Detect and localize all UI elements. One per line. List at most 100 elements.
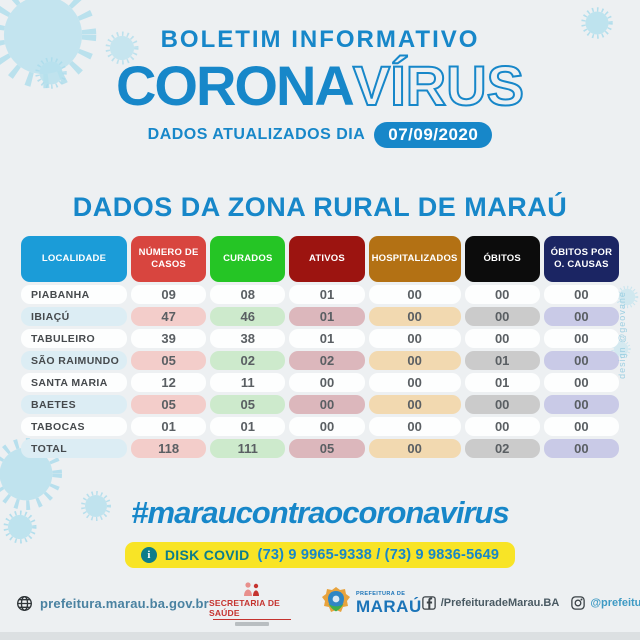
value-cell: 05 bbox=[131, 395, 207, 414]
value-cell: 00 bbox=[543, 373, 619, 392]
website-line: prefeitura.marau.ba.gov.br bbox=[16, 595, 209, 612]
value-cell: 00 bbox=[368, 439, 461, 458]
column-header-numero-de-casos: NÚMERO DE CASOS bbox=[131, 236, 207, 282]
facebook-handle: /PrefeituradeMarau.BA bbox=[440, 597, 560, 610]
brand-solid: CORONA bbox=[115, 54, 355, 117]
value-cell: 00 bbox=[289, 417, 365, 436]
value-cell: 00 bbox=[289, 395, 365, 414]
value-cell: 09 bbox=[131, 285, 207, 304]
value-cell: 05 bbox=[131, 351, 207, 370]
value-cell: 00 bbox=[368, 307, 461, 326]
facebook-icon bbox=[421, 596, 436, 611]
locality-cell: SANTA MARIA bbox=[21, 373, 127, 392]
saude-subtext-placeholder bbox=[234, 622, 269, 626]
saude-rule bbox=[212, 618, 291, 620]
value-cell: 02 bbox=[289, 351, 365, 370]
column-header-localidade: LOCALIDADE bbox=[21, 236, 127, 282]
value-cell: 02 bbox=[210, 351, 286, 370]
value-cell: 46 bbox=[210, 307, 286, 326]
facebook-line: /PrefeituradeMarau.BA bbox=[421, 596, 560, 611]
value-cell: 00 bbox=[368, 417, 461, 436]
value-cell: 01 bbox=[289, 329, 365, 348]
value-cell: 05 bbox=[210, 395, 286, 414]
value-cell: 00 bbox=[464, 417, 540, 436]
value-cell: 00 bbox=[464, 395, 540, 414]
column-header-ativos: ATIVOS bbox=[289, 236, 365, 282]
value-cell: 01 bbox=[464, 373, 540, 392]
disk-covid-badge: i DISK COVID (73) 9 9965-9338 / (73) 9 9… bbox=[124, 542, 516, 568]
value-cell: 47 bbox=[131, 307, 207, 326]
bulletin-title: BOLETIM INFORMATIVO bbox=[160, 26, 480, 53]
updated-date-badge: 07/09/2020 bbox=[374, 122, 493, 148]
value-cell: 00 bbox=[543, 417, 619, 436]
footer-logos: SECRETARIA DE SAÚDE PREFEITURA DE MARAÚ bbox=[208, 581, 422, 626]
rural-data-table: LOCALIDADE NÚMERO DE CASOS CURADOS ATIVO… bbox=[21, 236, 619, 458]
updated-label: DADOS ATUALIZADOS DIA bbox=[147, 126, 366, 143]
value-cell: 11 bbox=[210, 373, 286, 392]
saude-figures-icon bbox=[243, 581, 259, 596]
website-url: prefeitura.marau.ba.gov.br bbox=[40, 595, 209, 611]
value-cell: 01 bbox=[464, 351, 540, 370]
column-header-curados: CURADOS bbox=[210, 236, 286, 282]
value-cell: 00 bbox=[543, 329, 619, 348]
value-cell: 00 bbox=[464, 285, 540, 304]
locality-cell: BAETES bbox=[21, 395, 127, 414]
campaign-hashtag: #maraucontraocoronavirus bbox=[131, 495, 509, 530]
locality-cell: TABULEIRO bbox=[21, 329, 127, 348]
value-cell: 01 bbox=[289, 285, 365, 304]
disk-covid-label: DISK COVID bbox=[164, 547, 250, 563]
locality-cell: PIABANHA bbox=[21, 285, 127, 304]
globe-icon bbox=[17, 595, 32, 611]
value-cell: 00 bbox=[543, 439, 619, 458]
value-cell: 01 bbox=[131, 417, 207, 436]
value-cell: 00 bbox=[543, 307, 619, 326]
instagram-icon bbox=[571, 596, 586, 611]
instagram-line: @prefeiturademarau bbox=[571, 596, 640, 611]
instagram-handle: @prefeiturademarau bbox=[590, 597, 640, 610]
social-links: /PrefeituradeMarau.BA @prefeiturademarau bbox=[421, 596, 640, 611]
value-cell: 00 bbox=[543, 351, 619, 370]
value-cell: 00 bbox=[368, 351, 461, 370]
value-cell: 00 bbox=[368, 373, 461, 392]
value-cell: 01 bbox=[210, 417, 286, 436]
header: BOLETIM INFORMATIVO CORONAVÍRUS DADOS AT… bbox=[0, 0, 640, 148]
column-header-hospitalizados: HOSPITALIZADOS bbox=[368, 236, 461, 282]
bottom-strip bbox=[0, 632, 640, 640]
info-icon: i bbox=[140, 547, 157, 563]
value-cell: 00 bbox=[543, 285, 619, 304]
value-cell: 00 bbox=[289, 373, 365, 392]
prefeitura-crest-icon bbox=[321, 587, 350, 613]
value-cell: 111 bbox=[210, 439, 286, 458]
column-header-obitos: ÓBITOS bbox=[464, 236, 540, 282]
value-cell: 00 bbox=[368, 285, 461, 304]
value-cell: 00 bbox=[368, 329, 461, 348]
value-cell: 118 bbox=[131, 439, 207, 458]
prefeitura-name: MARAÚ bbox=[355, 597, 422, 616]
value-cell: 12 bbox=[131, 373, 207, 392]
disk-covid-phones: (73) 9 9965-9338 / (73) 9 9836-5649 bbox=[257, 547, 500, 563]
section-title: DADOS DA ZONA RURAL DE MARAÚ bbox=[72, 192, 568, 222]
prefeitura-marau-logo: PREFEITURA DE MARAÚ bbox=[321, 586, 422, 620]
locality-cell: SÃO RAIMUNDO bbox=[21, 351, 127, 370]
saude-title: SECRETARIA DE SAÚDE bbox=[208, 597, 281, 618]
updated-line: DADOS ATUALIZADOS DIA 07/09/2020 bbox=[0, 122, 640, 148]
value-cell: 08 bbox=[210, 285, 286, 304]
column-header-obitos-outras-causas: ÓBITOS POR O. CAUSAS bbox=[543, 236, 619, 282]
secretaria-saude-logo: SECRETARIA DE SAÚDE bbox=[208, 581, 295, 626]
value-cell: 02 bbox=[464, 439, 540, 458]
value-cell: 01 bbox=[289, 307, 365, 326]
footer: prefeitura.marau.ba.gov.br SECRETARIA DE… bbox=[0, 581, 640, 626]
value-cell: 00 bbox=[464, 307, 540, 326]
locality-cell: TOTAL bbox=[21, 439, 127, 458]
value-cell: 00 bbox=[543, 395, 619, 414]
value-cell: 05 bbox=[289, 439, 365, 458]
locality-cell: TABOCAS bbox=[21, 417, 127, 436]
brand-outline: VÍRUS bbox=[352, 54, 525, 117]
prefeitura-text: PREFEITURA DE MARAÚ bbox=[355, 591, 422, 616]
value-cell: 00 bbox=[368, 395, 461, 414]
value-cell: 39 bbox=[131, 329, 207, 348]
locality-cell: IBIAÇÚ bbox=[21, 307, 127, 326]
designer-watermark: design @geovane bbox=[617, 291, 627, 379]
value-cell: 00 bbox=[464, 329, 540, 348]
